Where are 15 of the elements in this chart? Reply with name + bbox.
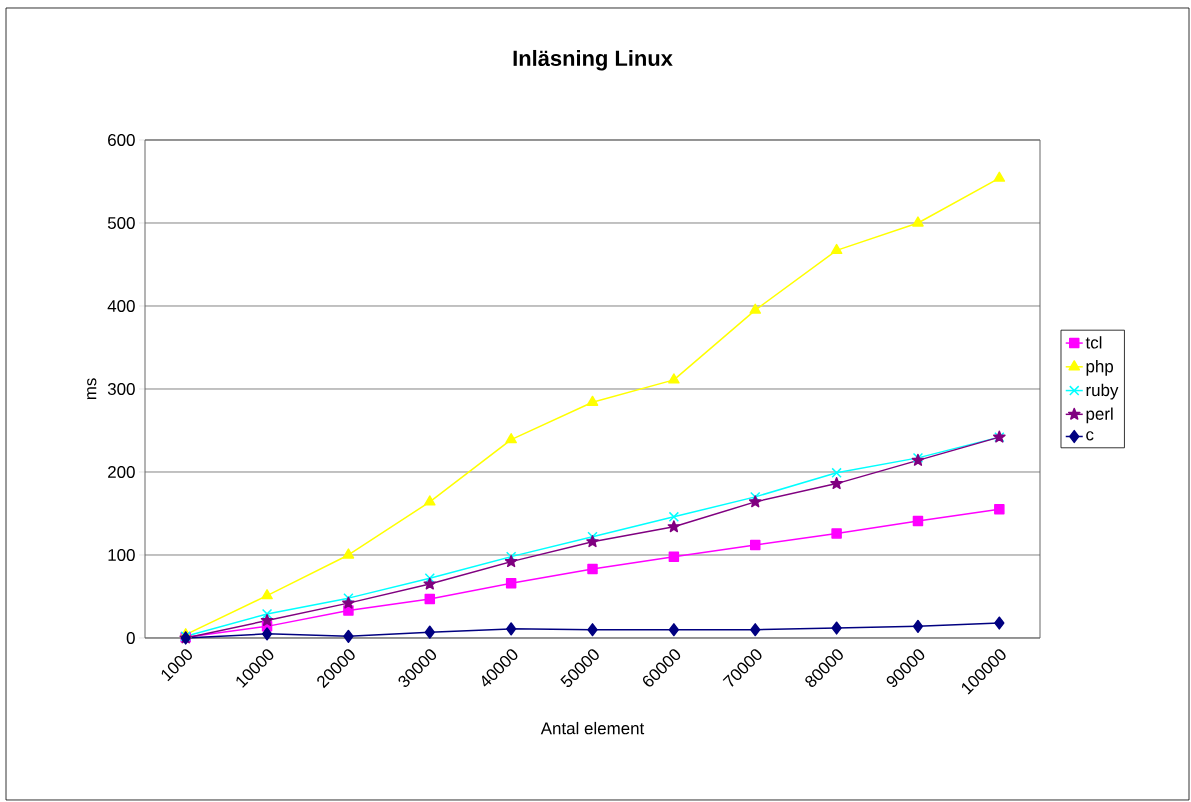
legend-label: tcl	[1085, 336, 1102, 349]
y-tick-label: 200	[108, 465, 135, 478]
y-tick-label: 400	[107, 299, 135, 312]
chart-title: Inläsning Linux	[513, 49, 673, 71]
y-tick-label: 0	[126, 631, 135, 644]
y-tick-label: 300	[107, 382, 135, 395]
y-axis-title: ms	[87, 378, 97, 400]
legend-label: ruby	[1086, 383, 1119, 400]
legend-label: php	[1086, 359, 1114, 376]
y-tick-label: 500	[107, 216, 135, 229]
x-axis-title: Antal element	[540, 721, 645, 735]
y-tick-label: 600	[108, 133, 135, 146]
legend-label: c	[1086, 431, 1094, 441]
legend-label: perl	[1086, 407, 1113, 424]
y-tick-label: 100	[108, 548, 135, 561]
